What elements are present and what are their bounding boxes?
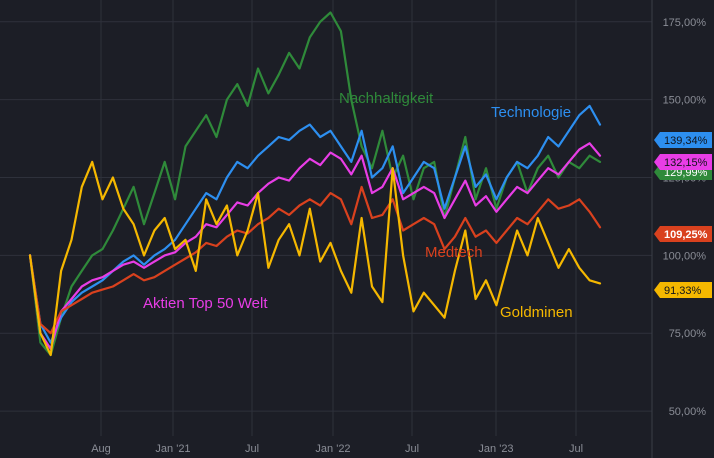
badge-technologie: 139,34%	[654, 132, 712, 148]
series-line-aktien-top-50-welt	[28, 142, 602, 350]
series-label-nachhaltigkeit: Nachhaltigkeit	[339, 90, 434, 107]
x-tick-label: Aug	[91, 443, 111, 455]
y-axis-ticks: 50,00%75,00%100,00%125,00%150,00%175,00%	[663, 17, 707, 418]
badge-goldminen: 91,33%	[654, 282, 712, 298]
series-line-medtech	[28, 185, 602, 335]
x-tick-label: Jan '23	[478, 443, 513, 455]
x-tick-label: Jul	[245, 443, 259, 455]
badge-value: 139,34%	[664, 135, 708, 147]
y-tick-label: 75,00%	[669, 328, 707, 340]
badge-shape	[654, 226, 712, 242]
series-label-technologie: Technologie	[491, 104, 571, 121]
badge-value: 132,15%	[664, 157, 708, 169]
last-value-badges: 129,99%139,34%132,15%109,25%91,33%	[654, 132, 712, 298]
series-label-goldminen: Goldminen	[500, 304, 573, 321]
x-tick-label: Jan '22	[315, 443, 350, 455]
badge-shape	[654, 154, 712, 170]
series-line-technologie	[28, 104, 602, 344]
x-tick-label: Jan '21	[155, 443, 190, 455]
series-label-medtech: Medtech	[425, 244, 483, 261]
y-tick-label: 100,00%	[663, 250, 707, 262]
series-labels: Nachhaltigkeit Technologie Aktien Top 50 W…	[143, 90, 573, 321]
badge-medtech: 109,25%	[654, 226, 712, 242]
gridlines	[0, 0, 652, 436]
y-tick-label: 175,00%	[663, 17, 707, 29]
series-label-aktien-top-50-welt: Aktien Top 50 Welt	[143, 295, 268, 312]
series-line-goldminen	[28, 160, 602, 357]
y-tick-label: 50,00%	[669, 406, 707, 418]
x-axis-ticks: Aug Jan '21 Jul Jan '22 Jul Jan '23 Jul	[91, 443, 583, 455]
x-tick-label: Jul	[405, 443, 419, 455]
y-tick-label: 150,00%	[663, 95, 707, 107]
series-lines	[28, 11, 602, 357]
badge-value: 91,33%	[664, 285, 702, 297]
badge-shape	[654, 282, 712, 298]
badge-value: 109,25%	[664, 229, 708, 241]
badge-shape	[654, 132, 712, 148]
x-tick-label: Jul	[569, 443, 583, 455]
badge-aktien-top-50-welt: 132,15%	[654, 154, 712, 170]
